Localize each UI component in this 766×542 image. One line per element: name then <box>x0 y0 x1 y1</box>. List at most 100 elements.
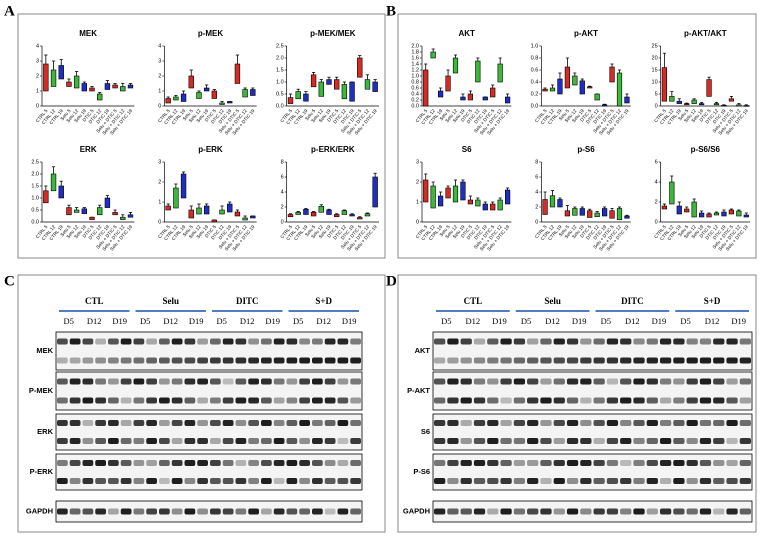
blot-band <box>159 357 170 364</box>
blot-band <box>337 508 349 515</box>
blot-band <box>513 478 526 484</box>
blot-band <box>57 420 68 426</box>
blot-band <box>726 478 738 484</box>
blot-band <box>248 357 259 364</box>
blot-band <box>324 357 336 364</box>
blot-band <box>633 508 645 515</box>
blot-band <box>299 357 310 364</box>
blot-band <box>726 420 738 426</box>
box <box>50 69 57 87</box>
blot-band <box>95 438 106 444</box>
box <box>58 185 64 199</box>
blot-band <box>447 478 459 484</box>
blot-band <box>646 478 658 484</box>
box <box>173 96 179 101</box>
box <box>287 214 294 218</box>
blot-band <box>447 420 459 426</box>
day-label: D19 <box>265 316 280 326</box>
box <box>423 69 429 107</box>
box <box>445 187 451 199</box>
blot-band <box>261 378 272 385</box>
blot-band <box>566 508 579 515</box>
blot-band <box>235 378 247 385</box>
blot-band <box>460 357 472 364</box>
blot-band <box>159 420 170 426</box>
blot-band <box>171 338 183 345</box>
box <box>460 181 466 201</box>
blot-band <box>540 460 552 466</box>
blot-band <box>82 460 94 466</box>
blot-band <box>133 338 145 345</box>
box <box>303 93 309 102</box>
box <box>579 80 585 95</box>
blot-band <box>261 508 272 515</box>
blot-band <box>460 338 472 345</box>
blot-band <box>248 460 259 466</box>
blot-band <box>210 338 221 345</box>
blot-band <box>210 397 221 404</box>
blot-band <box>146 357 157 364</box>
box <box>318 205 324 213</box>
blot-band <box>527 478 539 484</box>
blot-band <box>171 460 183 466</box>
blot-band <box>337 460 349 466</box>
blot-band <box>146 420 157 426</box>
box <box>349 81 355 102</box>
blot-band <box>235 420 247 426</box>
box <box>211 90 218 99</box>
blot-band <box>146 478 157 484</box>
blot-band <box>222 508 234 515</box>
blot-band <box>580 397 592 404</box>
blot-band <box>620 420 632 426</box>
blot-band <box>527 438 539 444</box>
blot-band <box>553 420 565 426</box>
blot-band <box>120 438 132 444</box>
blot-band <box>261 357 272 364</box>
blot-band <box>699 338 712 345</box>
blot-band <box>299 438 310 444</box>
box <box>165 98 171 104</box>
blot-band <box>593 357 605 364</box>
blot-band <box>460 397 472 404</box>
y-tick-label: 1 <box>416 199 419 205</box>
blot-band <box>633 397 645 404</box>
box <box>460 96 466 101</box>
box <box>364 79 371 90</box>
row-label: S6 <box>421 427 430 436</box>
blot-band <box>460 378 472 385</box>
box <box>242 217 248 221</box>
day-label: D5 <box>521 316 531 326</box>
blot-band <box>686 338 698 345</box>
box <box>736 210 742 217</box>
blot-band <box>726 508 738 515</box>
blot-band <box>337 338 349 345</box>
blot-band <box>273 508 285 515</box>
y-tick-label: 3 <box>158 58 161 64</box>
blot-band <box>261 478 272 484</box>
y-tick-label: 1.2 <box>411 67 419 73</box>
box <box>549 87 556 92</box>
blot-band <box>620 478 632 484</box>
y-tick-label: 0.6 <box>411 85 419 91</box>
box <box>594 93 600 101</box>
blot-band <box>673 420 685 426</box>
blot-band <box>460 420 472 426</box>
y-tick-label: 25 <box>652 43 658 49</box>
blot-band <box>82 357 94 364</box>
y-tick-label: 2 <box>655 199 658 205</box>
blot-band <box>57 438 68 444</box>
y-tick-label: 0.2 <box>531 91 539 97</box>
blot-band <box>350 508 361 515</box>
day-label: D5 <box>441 316 451 326</box>
blot-band <box>350 460 361 466</box>
y-tick-label: 0.4 <box>531 79 539 85</box>
chart-title: p-S6 <box>577 145 595 154</box>
box <box>430 185 436 209</box>
box <box>669 96 675 102</box>
box <box>58 65 64 80</box>
blot-band <box>82 478 94 484</box>
box <box>497 199 503 211</box>
y-tick-label: 0 <box>158 219 161 225</box>
y-tick-label: 0.6 <box>531 67 539 73</box>
box <box>616 72 623 107</box>
